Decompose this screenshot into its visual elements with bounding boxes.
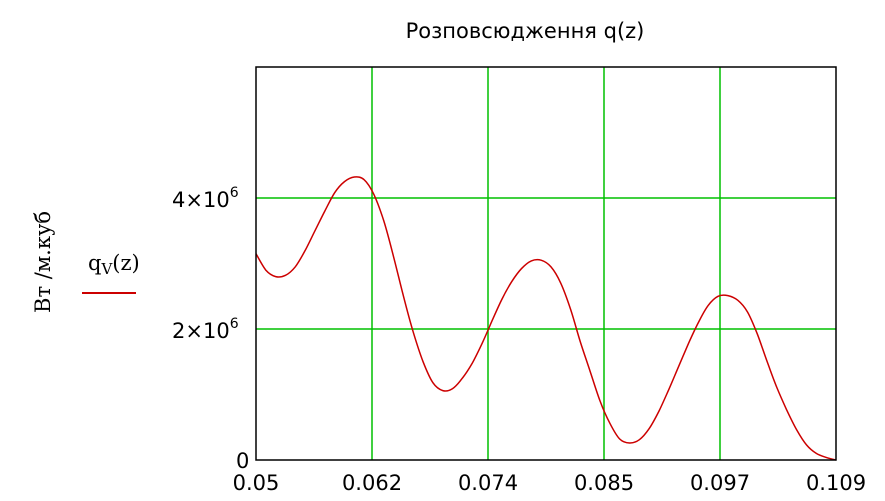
grid — [256, 67, 836, 460]
x-ticks: 0.05 0.062 0.074 0.085 0.097 0.109 — [233, 471, 866, 495]
legend-label: qV(z) — [88, 251, 140, 278]
y-ticks: 0 2×106 4×106 — [172, 185, 249, 473]
x-tick-label: 0.05 — [233, 471, 280, 495]
x-tick-label: 0.109 — [806, 471, 866, 495]
y-tick-label: 4×106 — [172, 185, 239, 212]
plot-frame — [255, 66, 837, 461]
y-tick-label: 2×106 — [172, 316, 239, 343]
series-line-qv — [255, 176, 837, 461]
x-tick-label: 0.074 — [458, 471, 518, 495]
x-tick-label: 0.097 — [690, 471, 750, 495]
legend: qV(z) — [82, 251, 140, 294]
x-tick-label: 0.085 — [574, 471, 634, 495]
x-tick-label: 0.062 — [342, 471, 402, 495]
y-axis-label: Вт /м.куб — [31, 211, 55, 313]
y-tick-label: 0 — [236, 449, 249, 473]
chart-title: Розповсюдження q(z) — [406, 19, 645, 43]
